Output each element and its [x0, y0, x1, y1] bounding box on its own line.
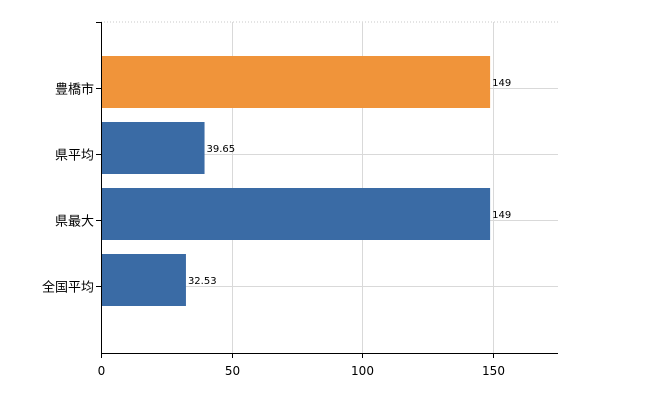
x-tick-label: 100 [351, 364, 374, 378]
bar [101, 122, 205, 174]
x-tick-label: 50 [225, 364, 240, 378]
bar [101, 56, 491, 108]
category-label: 県最大 [55, 215, 94, 230]
bar-value-label: 149 [492, 210, 511, 221]
bar [101, 254, 186, 306]
x-tick-label: 0 [98, 364, 106, 378]
bar-value-label: 149 [492, 78, 511, 89]
bars-layer [101, 56, 491, 306]
bar-value-label: 32.53 [188, 276, 217, 287]
bar-value-label: 39.65 [207, 144, 236, 155]
axes-layer [96, 22, 558, 358]
category-label: 県平均 [55, 149, 94, 164]
bar [101, 188, 491, 240]
x-tick-label: 150 [482, 364, 505, 378]
category-label: 全国平均 [42, 280, 94, 296]
category-label: 豊橋市 [55, 82, 94, 98]
